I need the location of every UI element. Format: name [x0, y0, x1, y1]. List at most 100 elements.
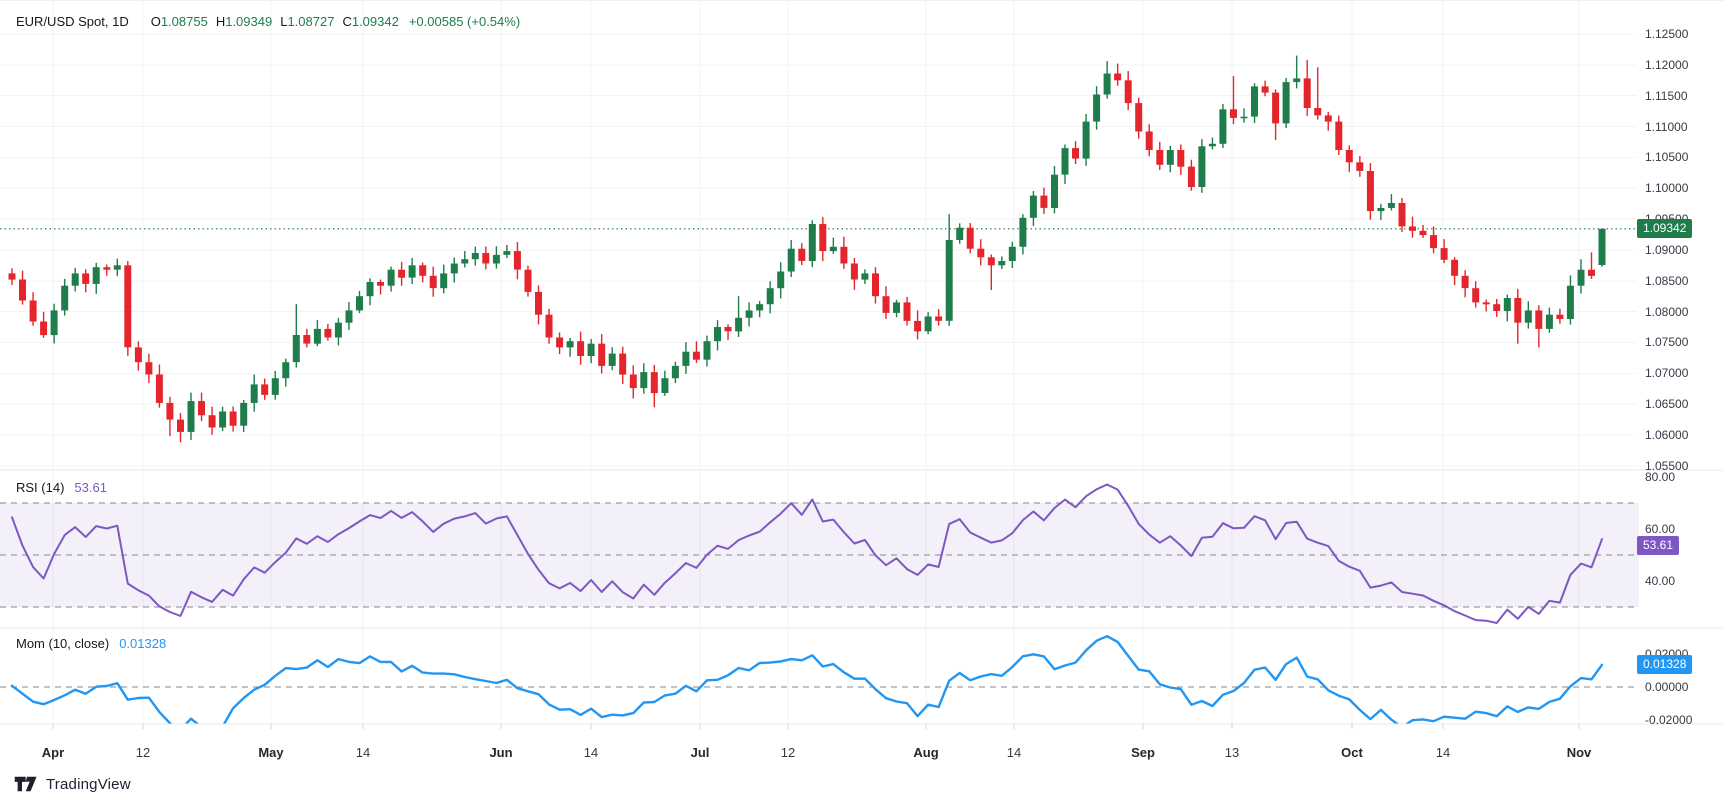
- candle-body: [1240, 116, 1248, 119]
- candle-body: [566, 341, 574, 348]
- candle-body: [82, 273, 90, 284]
- time-label-14: 14: [355, 745, 371, 760]
- candle-body: [292, 335, 300, 363]
- candle-body: [1230, 109, 1237, 118]
- candle-body: [619, 353, 627, 375]
- open-label: O: [150, 14, 161, 29]
- candle-body: [303, 335, 311, 344]
- symbol-title[interactable]: EUR/USD Spot, 1D: [16, 14, 129, 29]
- candle-body: [229, 411, 237, 426]
- candle-body: [671, 365, 679, 379]
- candle-body: [735, 317, 743, 332]
- candle-body: [1061, 148, 1069, 175]
- candle-body: [1335, 121, 1343, 150]
- candle-body: [872, 273, 879, 297]
- candle-body: [998, 261, 1006, 266]
- time-label-14: 14: [1006, 745, 1022, 760]
- candle-body: [987, 257, 995, 266]
- rsi-value-badge: 53.61: [1637, 536, 1680, 556]
- panel-separators: [0, 469, 1723, 725]
- time-label-jul: Jul: [690, 745, 710, 760]
- price-axis[interactable]: [1636, 1, 1723, 724]
- candle-body: [829, 246, 837, 252]
- price-tick-label: 1.11500: [1645, 88, 1688, 103]
- candle-body: [145, 362, 153, 375]
- time-label-12: 12: [780, 745, 796, 760]
- candle-body: [356, 296, 363, 311]
- candle-body: [903, 302, 911, 321]
- candle-body: [261, 384, 269, 395]
- candle-body: [535, 291, 542, 315]
- candle-body: [1019, 217, 1027, 247]
- time-label-nov: Nov: [1566, 745, 1592, 760]
- candle-body: [777, 271, 785, 289]
- candle-body: [471, 253, 479, 260]
- price-tick-label: 1.08000: [1645, 304, 1689, 319]
- candle-body: [250, 384, 258, 403]
- time-label-oct: Oct: [1341, 745, 1363, 760]
- rsi-title[interactable]: RSI (14): [16, 480, 65, 495]
- tradingview-logo[interactable]: TradingView: [14, 774, 131, 794]
- candle-body: [1198, 146, 1206, 187]
- candle-body: [1451, 259, 1459, 276]
- candle-body: [703, 341, 711, 360]
- candle-body: [408, 265, 416, 278]
- price-tick-label: 1.10500: [1645, 150, 1689, 165]
- candle-body: [1524, 310, 1532, 323]
- price-tick-label: 1.11000: [1645, 119, 1688, 134]
- candle-body: [334, 322, 342, 338]
- candle-body: [924, 316, 932, 332]
- candle-body: [345, 310, 353, 323]
- price-tick-label: 1.12500: [1645, 27, 1689, 41]
- candle-body: [1114, 73, 1122, 81]
- candle-body: [1545, 314, 1553, 329]
- candle-body: [724, 327, 732, 332]
- time-axis[interactable]: Apr 12 May 14 Jun 14 Jul 12 Aug 14 Sep 13 Oct 14 Nov: [0, 724, 1723, 766]
- candle-body: [1482, 302, 1490, 305]
- candle-body: [134, 347, 142, 363]
- chart-canvas[interactable]: [0, 1, 1723, 744]
- mom-title[interactable]: Mom (10, close): [16, 636, 110, 651]
- candle-body: [650, 372, 658, 394]
- candle-body: [1356, 162, 1364, 171]
- mom-legend: Mom (10, close) 0.01328: [16, 636, 166, 651]
- candle-body: [956, 227, 964, 240]
- candle-body: [50, 310, 58, 336]
- candle-body: [377, 282, 384, 286]
- price-tick-label: 1.07000: [1645, 366, 1689, 381]
- candle-body: [1588, 269, 1595, 276]
- candle-body: [1598, 228, 1606, 265]
- candle-body: [608, 353, 616, 366]
- candle-body: [787, 248, 795, 272]
- candle-body: [966, 227, 974, 249]
- candle-body: [587, 343, 595, 356]
- close-label: C: [342, 14, 352, 29]
- candle-body: [808, 224, 816, 261]
- candle-body: [1093, 94, 1101, 122]
- candle-body: [282, 362, 290, 379]
- candle-body: [1135, 103, 1143, 132]
- candle-body: [1272, 92, 1280, 124]
- rsi-tick-label: 80.00: [1645, 470, 1676, 484]
- candle-body: [1324, 115, 1332, 122]
- candle-body: [682, 351, 690, 366]
- time-label-12: 12: [135, 745, 151, 760]
- candle-body: [8, 273, 16, 280]
- candle-body: [545, 314, 553, 338]
- mom-value-badge: 0.01328: [1637, 655, 1693, 675]
- candle-body: [113, 265, 121, 270]
- candle-body: [1472, 288, 1480, 303]
- mom-tick-label: 0.00000: [1645, 680, 1689, 694]
- close-value: 1.09342: [351, 14, 399, 29]
- candle-body: [1029, 195, 1037, 218]
- price-tick-label: 1.08500: [1645, 273, 1689, 288]
- candle-body: [366, 282, 374, 297]
- tradingview-logo-icon: [14, 776, 37, 792]
- candle-body: [1072, 148, 1079, 159]
- last-price-badge: 1.09342: [1637, 219, 1693, 239]
- candlestick-series: [8, 55, 1606, 443]
- candle-body: [524, 269, 532, 292]
- candle-body: [798, 248, 806, 261]
- time-label-14: 14: [1435, 745, 1451, 760]
